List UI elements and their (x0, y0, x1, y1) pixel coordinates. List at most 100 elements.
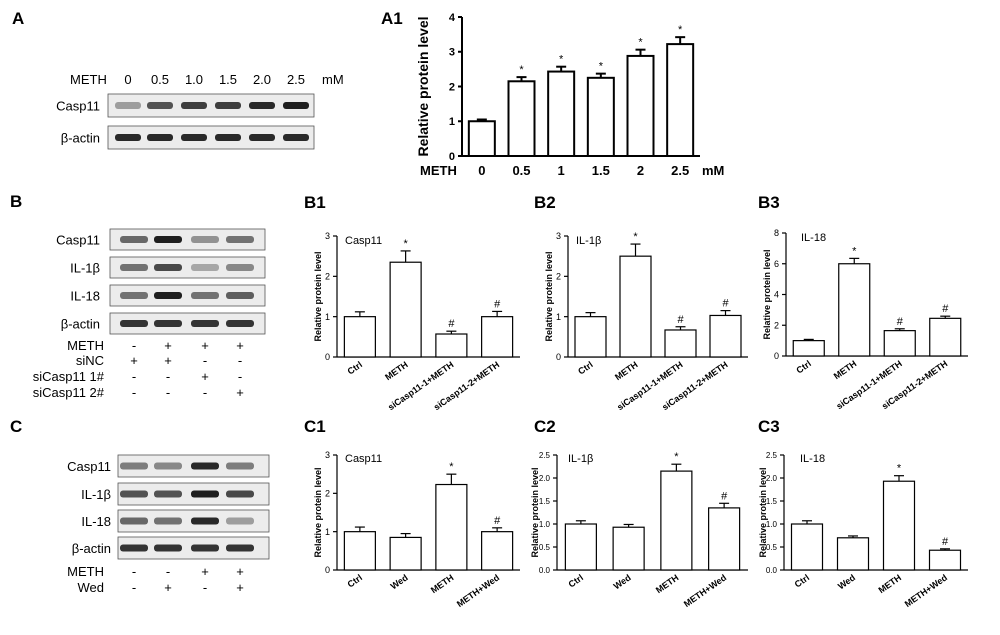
bar (838, 263, 871, 357)
x-tick-label: METH (654, 572, 681, 595)
blot-header-value: 2.5 (287, 72, 305, 87)
blot-header-unit: mM (322, 72, 344, 87)
bar (836, 537, 870, 571)
chart-panel-letter: B2 (534, 193, 556, 212)
condition-sign: - (132, 369, 136, 384)
bar (547, 70, 576, 157)
y-tick-label: 1 (449, 116, 455, 128)
bar (389, 261, 422, 358)
condition-sign: + (201, 369, 209, 384)
y-tick-label: 2 (556, 271, 561, 281)
blot-row-label: Casp11 (56, 99, 100, 114)
panel-letter-c: C (10, 417, 22, 436)
blot-band (154, 264, 182, 271)
blot-band (226, 236, 254, 243)
blot-band (115, 102, 141, 109)
x-tick-label: 1 (558, 163, 565, 178)
x-tick-label: Ctrl (346, 572, 364, 589)
y-tick-label: 2.0 (766, 474, 778, 483)
blot-membrane (107, 125, 315, 150)
condition-sign: - (203, 580, 207, 595)
bar (664, 329, 697, 358)
condition-sign: - (203, 353, 207, 368)
significance-mark: # (721, 490, 728, 502)
x-tick-label: METH (613, 359, 640, 382)
blot-row-label: IL-18 (81, 514, 111, 529)
bar (619, 255, 652, 358)
blot-header-value: 1.5 (219, 72, 237, 87)
bar (660, 470, 693, 571)
condition-sign: - (166, 385, 170, 400)
bar (467, 120, 496, 157)
condition-sign: - (203, 385, 207, 400)
condition-sign: + (236, 564, 244, 579)
panel-letter-b: B (10, 192, 22, 211)
blot-a: METH 0 0.5 1.0 1.5 2.0 2.5 mM Casp11 β-actin (56, 72, 344, 150)
y-tick-label: 3 (556, 231, 561, 241)
condition-sign: + (201, 564, 209, 579)
y-tick-label: 3 (449, 47, 455, 59)
chart-b3: B3 IL-18 0 2 4 6 8 Relative protein level Ctrl * M… (758, 193, 968, 411)
blot-band (226, 544, 254, 552)
condition-label: siCasp11 1# (33, 369, 105, 384)
significance-mark: * (599, 61, 604, 73)
chart-panel-letter: B3 (758, 193, 780, 212)
significance-mark: # (677, 314, 684, 326)
y-tick-label: 0 (325, 565, 330, 575)
blot-row-label: IL-1β (70, 261, 100, 276)
x-tick-label: Ctrl (794, 358, 812, 375)
x-tick-label: Ctrl (793, 572, 811, 589)
blot-band (154, 462, 182, 470)
blot-band (154, 320, 182, 327)
y-tick-label: 0.5 (539, 543, 551, 552)
blot-band (181, 134, 207, 141)
significance-mark: * (674, 451, 679, 463)
significance-mark: * (519, 64, 524, 76)
bar (343, 316, 376, 358)
significance-mark: # (942, 303, 949, 315)
x-tick-label: 2.5 (671, 163, 689, 178)
significance-mark: * (678, 24, 683, 36)
chart-inner-title: Casp11 (345, 453, 382, 465)
y-tick-label: 2 (449, 81, 455, 93)
panel-letter-a: A (12, 9, 24, 28)
blot-band (154, 292, 182, 299)
blot-band (181, 102, 207, 109)
bar (435, 483, 468, 571)
blot-band (115, 134, 141, 141)
blot-band (191, 264, 219, 271)
western-blots: METH 0 0.5 1.0 1.5 2.0 2.5 mM Casp11 β-actin Casp1… (33, 72, 344, 595)
condition-label: Wed (78, 580, 105, 595)
blot-band (283, 134, 309, 141)
chart-panel-letter: C3 (758, 417, 780, 436)
blot-band (120, 292, 148, 299)
blot-header-value: 2.0 (253, 72, 271, 87)
blot-header-value: 1.0 (185, 72, 203, 87)
y-axis-label: Relative protein level (758, 467, 768, 557)
chart-panel-letter: C2 (534, 417, 556, 436)
blot-band (154, 517, 182, 525)
chart-inner-title: IL-18 (801, 232, 826, 244)
condition-sign: - (132, 338, 136, 353)
significance-mark: # (448, 318, 455, 330)
condition-sign: + (236, 338, 244, 353)
blot-band (191, 517, 219, 525)
blot-band (226, 320, 254, 327)
condition-sign: + (164, 353, 172, 368)
x-axis-prefix: METH (420, 163, 457, 178)
x-tick-label: METH+Wed (682, 572, 728, 609)
y-tick-label: 0 (449, 151, 455, 163)
y-axis-label: Relative protein level (313, 467, 323, 557)
blot-band (191, 236, 219, 243)
x-tick-label: 2 (637, 163, 644, 178)
bar (343, 531, 376, 571)
condition-sign: - (132, 580, 136, 595)
x-tick-label: Ctrl (576, 359, 594, 376)
blot-band (120, 462, 148, 470)
chart-panel-letter: B1 (304, 193, 326, 212)
y-tick-label: 4 (449, 12, 456, 24)
x-tick-label: METH (383, 359, 410, 382)
bar (792, 340, 825, 357)
